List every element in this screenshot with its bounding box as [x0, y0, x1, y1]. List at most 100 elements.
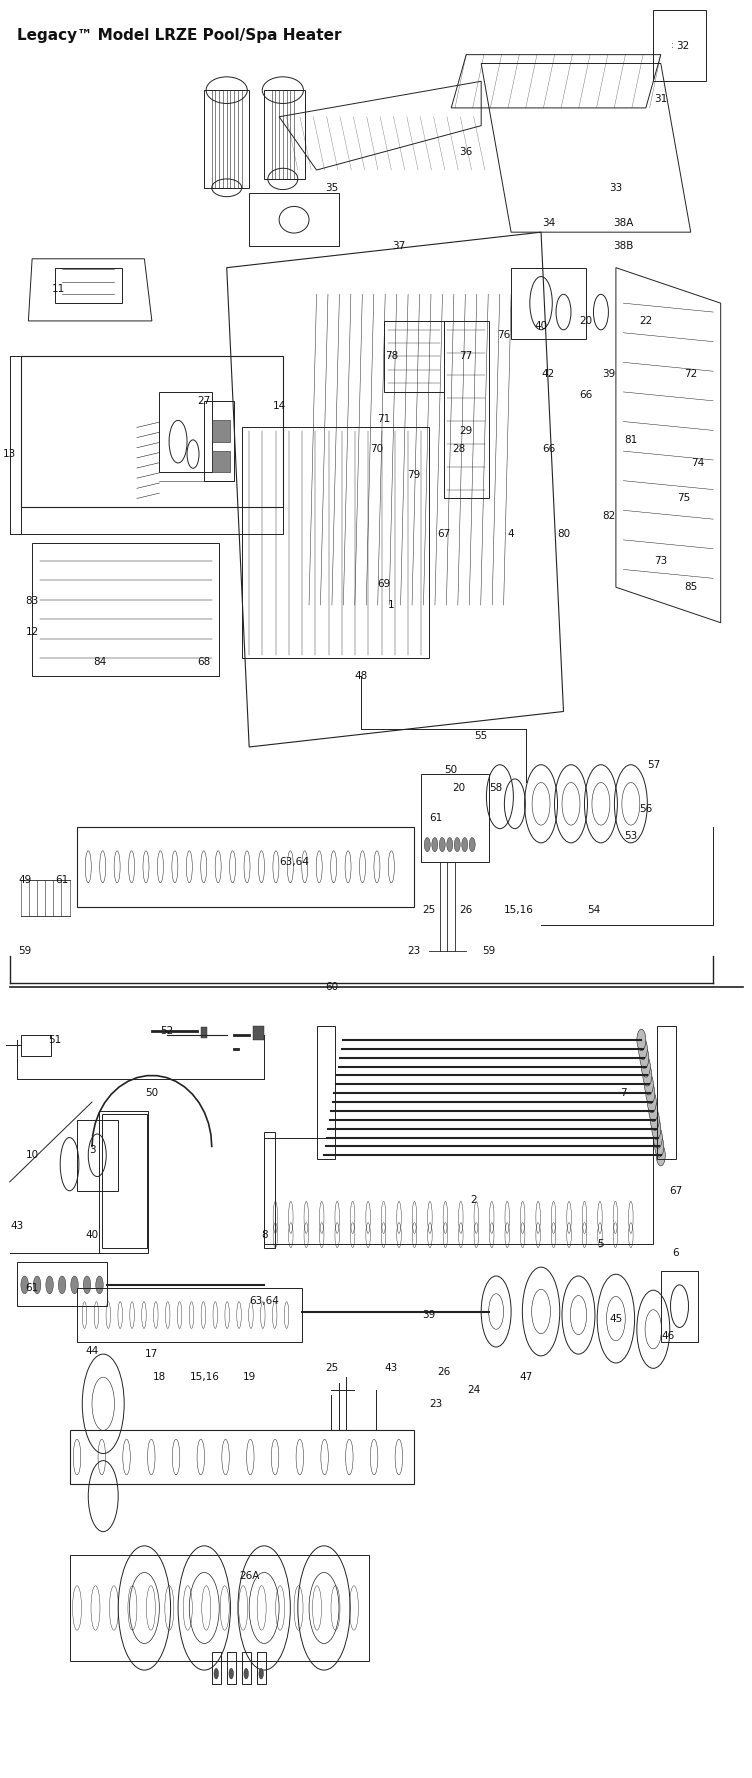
Text: 23: 23 — [407, 946, 420, 957]
Bar — [102, 1115, 147, 1248]
Bar — [241, 427, 429, 658]
Text: 83: 83 — [26, 596, 39, 606]
Bar — [317, 1026, 335, 1159]
Text: 37: 37 — [393, 242, 405, 251]
Text: 68: 68 — [198, 656, 211, 667]
Circle shape — [641, 1056, 650, 1077]
Text: 12: 12 — [26, 626, 39, 637]
Text: 34: 34 — [542, 219, 555, 228]
Text: 49: 49 — [18, 875, 32, 885]
Bar — [21, 356, 283, 507]
Text: 42: 42 — [542, 370, 555, 379]
Text: 67: 67 — [437, 530, 450, 539]
Text: 38B: 38B — [613, 242, 634, 251]
Text: 71: 71 — [378, 414, 390, 423]
Text: 8: 8 — [261, 1230, 268, 1241]
Bar — [264, 91, 305, 180]
Text: 66: 66 — [579, 391, 593, 400]
Text: 58: 58 — [490, 782, 503, 793]
Text: 45: 45 — [609, 1314, 623, 1323]
Circle shape — [21, 1277, 29, 1294]
Bar — [17, 1262, 107, 1307]
Text: 70: 70 — [370, 444, 383, 453]
Text: 38A: 38A — [613, 219, 634, 228]
Bar — [99, 1111, 148, 1253]
Text: 72: 72 — [684, 370, 697, 379]
Text: 55: 55 — [475, 731, 488, 741]
Bar — [201, 1028, 207, 1038]
Text: 39: 39 — [422, 1310, 435, 1319]
Text: 54: 54 — [587, 905, 600, 916]
Circle shape — [647, 1092, 656, 1113]
Text: 51: 51 — [48, 1035, 61, 1045]
Text: 4: 4 — [508, 530, 514, 539]
Text: 23: 23 — [429, 1399, 443, 1408]
Circle shape — [432, 837, 438, 852]
Text: 20: 20 — [579, 316, 593, 325]
Bar — [69, 1554, 369, 1661]
Text: 33: 33 — [609, 183, 623, 192]
Text: 63,64: 63,64 — [249, 1296, 279, 1305]
Circle shape — [59, 1277, 66, 1294]
Circle shape — [652, 1118, 661, 1140]
Text: 2: 2 — [471, 1195, 477, 1205]
Text: 79: 79 — [407, 471, 420, 480]
Text: 57: 57 — [647, 759, 660, 770]
Text: 40: 40 — [535, 322, 547, 331]
Bar — [205, 400, 234, 480]
Text: 32: 32 — [677, 41, 690, 52]
Ellipse shape — [244, 1668, 248, 1678]
Circle shape — [638, 1038, 647, 1060]
Circle shape — [96, 1277, 103, 1294]
Text: 80: 80 — [557, 530, 570, 539]
Text: 50: 50 — [444, 765, 458, 775]
Circle shape — [655, 1136, 664, 1157]
Text: 82: 82 — [602, 512, 615, 521]
Text: 26A: 26A — [239, 1572, 259, 1581]
Text: 43: 43 — [11, 1221, 24, 1232]
Bar — [264, 1138, 653, 1245]
Text: 50: 50 — [145, 1088, 159, 1099]
Ellipse shape — [229, 1668, 233, 1678]
Bar — [212, 450, 230, 471]
Circle shape — [71, 1277, 78, 1294]
Bar — [32, 542, 220, 676]
Bar — [77, 827, 414, 907]
Bar — [226, 1652, 235, 1684]
Circle shape — [83, 1277, 91, 1294]
Text: 44: 44 — [86, 1346, 99, 1355]
Text: 22: 22 — [639, 316, 653, 325]
Text: 27: 27 — [198, 396, 211, 405]
Text: 15,16: 15,16 — [504, 905, 533, 916]
Text: 11: 11 — [52, 284, 65, 293]
Bar — [249, 194, 339, 247]
Text: 59: 59 — [18, 946, 32, 957]
Circle shape — [637, 1029, 646, 1051]
Text: 6: 6 — [672, 1248, 679, 1257]
Bar — [384, 320, 444, 391]
Text: 78: 78 — [385, 352, 398, 361]
Text: 1: 1 — [388, 599, 395, 610]
Text: 36: 36 — [459, 148, 473, 156]
Text: 53: 53 — [624, 830, 638, 841]
Circle shape — [649, 1101, 658, 1122]
Bar — [77, 1120, 118, 1191]
Circle shape — [644, 1074, 653, 1095]
Text: 52: 52 — [160, 1026, 174, 1037]
Text: 59: 59 — [482, 946, 496, 957]
Bar — [264, 1133, 275, 1248]
Text: 5: 5 — [598, 1239, 605, 1248]
Circle shape — [454, 837, 460, 852]
Text: 25: 25 — [325, 1364, 338, 1373]
Text: 75: 75 — [677, 494, 690, 503]
Circle shape — [650, 1109, 660, 1131]
Text: 15,16: 15,16 — [190, 1373, 219, 1382]
Text: 13: 13 — [3, 450, 17, 459]
Text: 28: 28 — [452, 444, 465, 453]
Text: 60: 60 — [325, 981, 338, 992]
Text: 77: 77 — [459, 352, 473, 361]
Text: 26: 26 — [437, 1367, 450, 1376]
Circle shape — [462, 837, 468, 852]
Bar — [256, 1652, 265, 1684]
Bar — [241, 1652, 250, 1684]
